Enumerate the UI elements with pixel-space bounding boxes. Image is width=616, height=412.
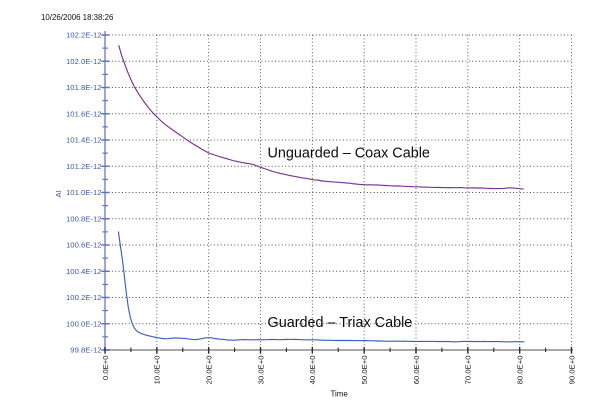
svg-text:90.0E+0: 90.0E+0: [567, 356, 576, 385]
svg-text:Time: Time: [331, 389, 349, 398]
svg-text:10/26/2006 18:38:26: 10/26/2006 18:38:26: [41, 13, 114, 22]
svg-text:100.4E-12: 100.4E-12: [66, 267, 101, 276]
svg-text:101.2E-12: 101.2E-12: [66, 162, 101, 171]
svg-text:101.6E-12: 101.6E-12: [66, 109, 101, 118]
svg-text:40.0E+0: 40.0E+0: [308, 356, 317, 385]
svg-text:100.2E-12: 100.2E-12: [66, 293, 101, 302]
svg-text:101.0E-12: 101.0E-12: [66, 188, 101, 197]
svg-text:Unguarded – Coax Cable: Unguarded – Coax Cable: [268, 146, 430, 162]
svg-text:Guarded – Triax Cable: Guarded – Triax Cable: [268, 315, 413, 331]
svg-text:50.0E+0: 50.0E+0: [360, 356, 369, 385]
svg-text:0.0E+0: 0.0E+0: [101, 356, 110, 381]
svg-text:30.0E+0: 30.0E+0: [256, 356, 265, 385]
svg-text:60.0E+0: 60.0E+0: [412, 356, 421, 385]
svg-text:102.0E-12: 102.0E-12: [66, 57, 101, 66]
svg-text:100.8E-12: 100.8E-12: [66, 214, 101, 223]
svg-text:102.2E-12: 102.2E-12: [66, 31, 101, 40]
svg-text:80.0E+0: 80.0E+0: [515, 356, 524, 385]
svg-text:99.8E-12: 99.8E-12: [70, 346, 101, 355]
svg-text:70.0E+0: 70.0E+0: [464, 356, 473, 385]
svg-text:AI: AI: [54, 190, 63, 197]
svg-text:101.8E-12: 101.8E-12: [66, 83, 101, 92]
svg-text:10.0E+0: 10.0E+0: [153, 356, 162, 385]
svg-text:101.4E-12: 101.4E-12: [66, 136, 101, 145]
svg-text:100.6E-12: 100.6E-12: [66, 241, 101, 250]
svg-text:100.0E-12: 100.0E-12: [66, 319, 101, 328]
svg-text:20.0E+0: 20.0E+0: [204, 356, 213, 385]
